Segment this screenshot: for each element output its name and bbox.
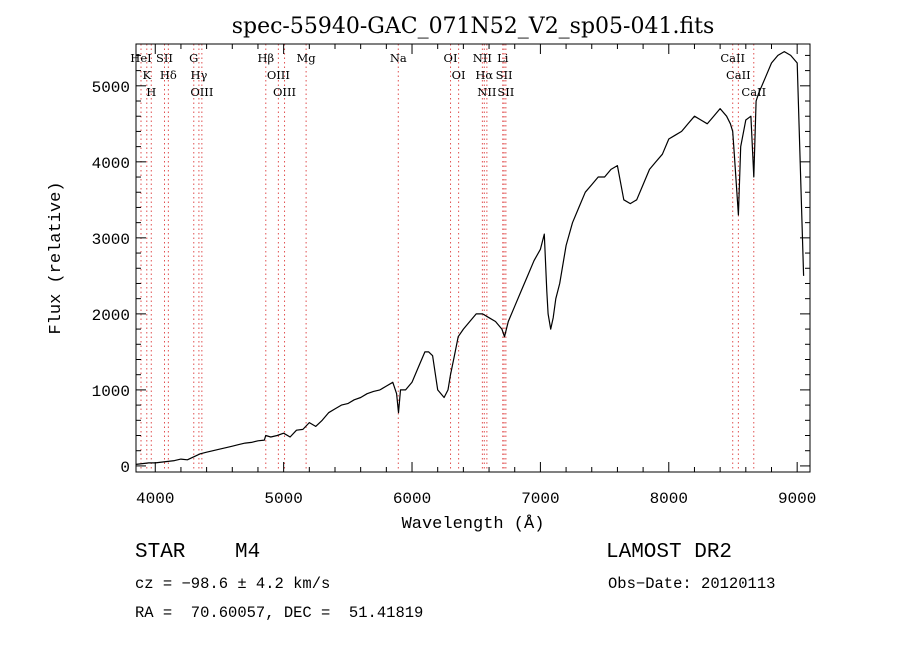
line-marker-label: Hβ [257,51,274,65]
line-marker-label: NII [473,51,492,65]
y-tick-label: 4000 [92,155,130,173]
line-marker-label: CaII [720,51,745,65]
line-marker-label: HeI [130,51,151,65]
line-marker-label: Hα [475,68,493,82]
line-marker-label: OIII [190,85,213,99]
line-marker-label: OIII [273,85,296,99]
line-marker-label: K [142,68,151,82]
object-subclass: M4 [235,541,261,564]
line-marker-label: CaII [741,85,766,99]
x-tick-label: 6000 [393,490,431,508]
line-marker-label: SII [496,68,513,82]
line-marker-label: H [146,85,156,99]
object-class: STAR [135,541,186,564]
coordinates: RA = 70.60057, DEC = 51.41819 [135,604,424,622]
line-marker-label: Mg [297,51,317,65]
y-axis-label: Flux (relative) [47,181,66,334]
line-marker-label: SII [497,85,514,99]
obs-date: Obs−Date: 20120113 [608,575,776,593]
y-tick-label: 2000 [92,307,130,325]
plot-frame [135,43,811,473]
line-marker-label: SII [156,51,173,65]
x-tick-label: 8000 [650,490,688,508]
x-tick-label: 7000 [521,490,559,508]
y-tick-label: 3000 [92,231,130,249]
spectrum-line [135,51,805,465]
line-marker-label: OIII [267,68,290,82]
y-tick-label: 5000 [92,79,130,97]
line-marker-label: Li [497,51,509,65]
line-marker-label: CaII [726,68,751,82]
line-marker-label: Hδ [160,68,177,82]
y-tick-label: 1000 [92,383,130,401]
x-tick-label: 4000 [136,490,174,508]
x-axis-label: Wavelength (Å) [402,515,545,534]
x-tick-label: 9000 [778,490,816,508]
survey-name: LAMOST DR2 [606,541,733,564]
x-tick-label: 5000 [264,490,302,508]
redshift-text: cz = −98.6 ± 4.2 km/s [135,575,331,593]
y-tick-label: 0 [120,459,130,477]
line-marker-label: OI [452,68,466,82]
line-marker-label: G [189,51,198,65]
chart-title: spec-55940-GAC_071N52_V2_sp05-041.fits [232,14,715,39]
line-marker-label: NII [477,85,496,99]
line-marker-label: Hγ [190,68,207,82]
line-marker-label: OI [444,51,458,65]
line-marker-label: Na [390,51,407,65]
